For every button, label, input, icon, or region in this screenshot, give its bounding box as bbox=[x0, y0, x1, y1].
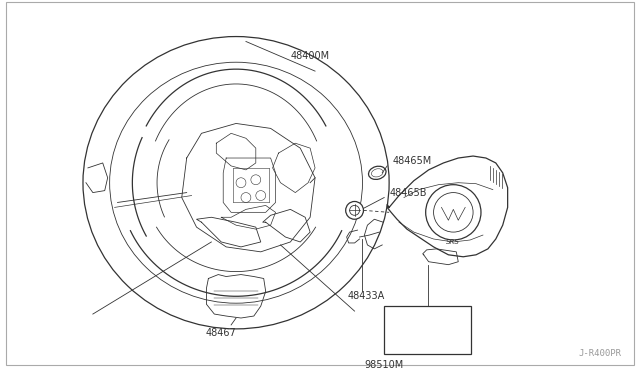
Text: 48465M: 48465M bbox=[392, 156, 431, 166]
Text: 48467: 48467 bbox=[206, 328, 237, 338]
Circle shape bbox=[346, 202, 364, 219]
Text: 98510M: 98510M bbox=[365, 360, 404, 371]
Text: 48400M: 48400M bbox=[291, 51, 330, 61]
Text: SRS: SRS bbox=[446, 239, 460, 245]
Bar bbox=[384, 306, 471, 353]
Text: 48433A: 48433A bbox=[348, 291, 385, 301]
Text: 48465B: 48465B bbox=[389, 187, 427, 198]
Text: J-R400PR: J-R400PR bbox=[578, 349, 621, 357]
Ellipse shape bbox=[369, 166, 386, 179]
